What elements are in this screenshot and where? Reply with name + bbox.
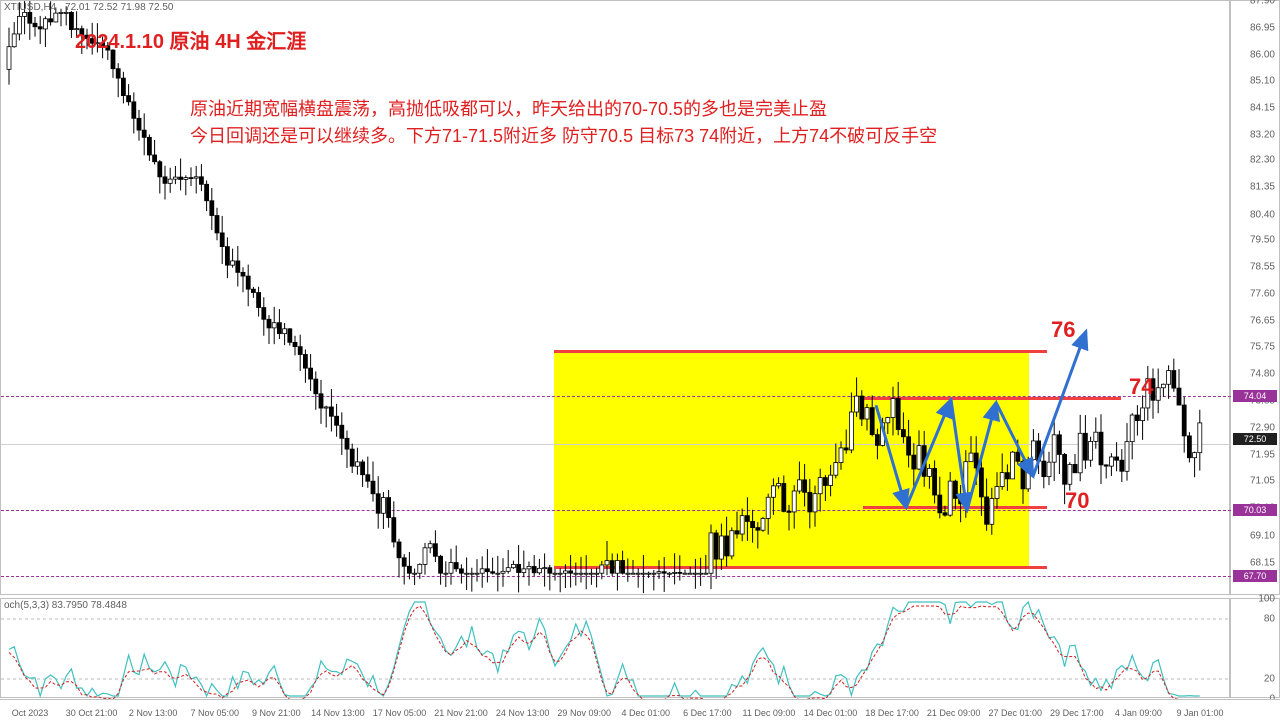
stoch-tick: 80 — [1264, 614, 1275, 625]
price-tick: 77.60 — [1250, 289, 1275, 300]
time-tick: 14 Nov 13:00 — [311, 708, 365, 718]
price-tick: 72.90 — [1250, 423, 1275, 434]
symbol-name: XTIUSD,H4 — [4, 2, 56, 13]
price-marker: 70.03 — [1233, 504, 1277, 516]
time-axis: Oct 2023 30 Oct 21:00 2 Nov 13:00 7 Nov 05:… — [0, 699, 1280, 721]
time-tick: 14 Dec 01:00 — [804, 708, 858, 718]
price-tick: 68.15 — [1250, 558, 1275, 569]
analysis-line-2: 今日回调还是可以继续多。下方71-71.5附近多 防守70.5 目标73 74附… — [190, 122, 937, 148]
time-tick: 21 Nov 21:00 — [434, 708, 488, 718]
price-tick: 85.10 — [1250, 75, 1275, 86]
time-tick: 7 Nov 05:00 — [190, 708, 239, 718]
time-tick: 11 Dec 09:00 — [743, 708, 796, 718]
chart-title: 2024.1.10 原油 4H 金汇涯 — [75, 25, 306, 54]
stochastic-series — [1, 599, 1231, 699]
stochastic-axis: 10080200 — [1230, 598, 1280, 698]
symbol-header: XTIUSD,H4 72.01 72.52 71.98 72.50 — [4, 2, 173, 13]
time-tick: 24 Nov 13:00 — [496, 708, 550, 718]
price-tick: 71.95 — [1250, 450, 1275, 461]
time-tick: 9 Nov 21:00 — [252, 708, 301, 718]
price-tick: 83.20 — [1250, 129, 1275, 140]
time-tick: 2 Nov 13:00 — [129, 708, 178, 718]
time-tick: 4 Jan 09:00 — [1115, 708, 1162, 718]
price-tick: 69.10 — [1250, 531, 1275, 542]
time-tick: 6 Dec 17:00 — [683, 708, 732, 718]
price-annotation: 74 — [1129, 374, 1153, 400]
time-tick: 21 Dec 09:00 — [927, 708, 981, 718]
price-tick: 81.35 — [1250, 182, 1275, 193]
analysis-line-1: 原油近期宽幅横盘震荡，高抛低吸都可以，昨天给出的70-70.5的多也是完美止盈 — [190, 95, 827, 121]
price-annotation: 70 — [1065, 488, 1089, 514]
price-marker: 67.70 — [1233, 570, 1277, 582]
price-tick: 78.55 — [1250, 262, 1275, 273]
stoch-tick: 20 — [1264, 674, 1275, 685]
price-tick: 82.30 — [1250, 155, 1275, 166]
stochastic-header: och(5,3,3) 83.7950 78.4848 — [4, 600, 127, 611]
price-annotation: 76 — [1051, 317, 1075, 343]
time-tick: 30 Oct 21:00 — [66, 708, 118, 718]
ohlc-values: 72.01 72.52 71.98 72.50 — [65, 2, 173, 13]
time-tick: 18 Dec 17:00 — [865, 708, 919, 718]
price-tick: 86.95 — [1250, 23, 1275, 34]
price-tick: 74.80 — [1250, 368, 1275, 379]
price-axis: 87.90 86.95 86.00 85.10 84.15 83.20 82.30 81.35… — [1230, 0, 1280, 595]
time-tick: Oct 2023 — [12, 708, 49, 718]
time-tick: 4 Dec 01:00 — [622, 708, 671, 718]
price-tick: 76.65 — [1250, 316, 1275, 327]
time-tick: 17 Nov 05:00 — [373, 708, 427, 718]
stoch-tick: 100 — [1258, 594, 1275, 605]
price-tick: 86.00 — [1250, 50, 1275, 61]
price-tick: 75.75 — [1250, 341, 1275, 352]
price-marker: 74.04 — [1233, 390, 1277, 402]
price-tick: 71.05 — [1250, 475, 1275, 486]
candlestick-series — [1, 1, 1231, 596]
time-tick: 29 Nov 09:00 — [557, 708, 611, 718]
price-tick: 84.15 — [1250, 102, 1275, 113]
price-tick: 79.50 — [1250, 235, 1275, 246]
time-tick: 29 Dec 17:00 — [1050, 708, 1104, 718]
trading-chart: 76 74 70 87.90 86.95 86.00 85.10 84.15 83.20 82.… — [0, 0, 1280, 721]
stochastic-panel[interactable] — [0, 598, 1230, 698]
price-tick: 80.40 — [1250, 209, 1275, 220]
time-tick: 27 Dec 01:00 — [988, 708, 1042, 718]
price-tick: 87.90 — [1250, 0, 1275, 7]
time-tick: 9 Jan 01:00 — [1176, 708, 1223, 718]
price-marker: 72.50 — [1233, 433, 1277, 445]
price-chart-panel[interactable]: 76 74 70 — [0, 0, 1230, 595]
